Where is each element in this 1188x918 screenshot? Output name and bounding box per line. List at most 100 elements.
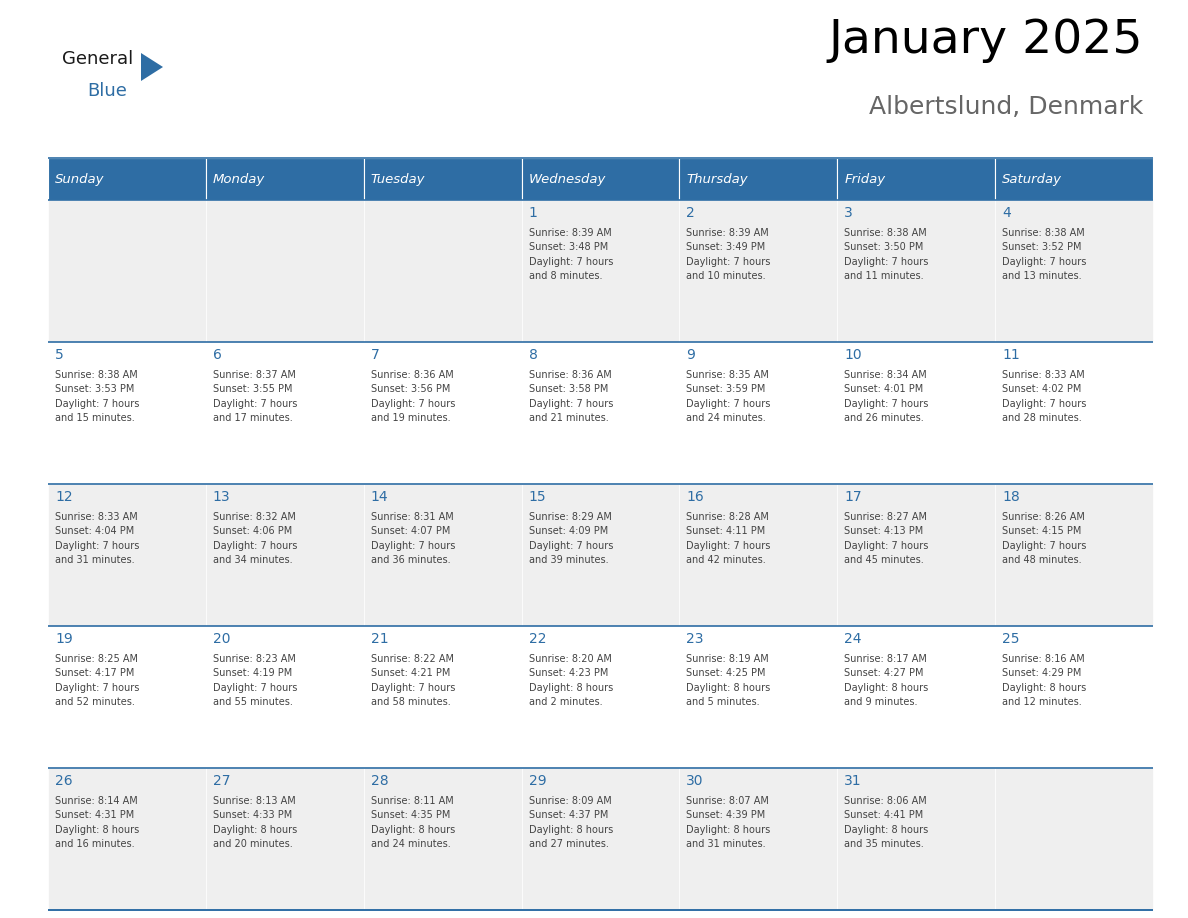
- Text: 9: 9: [687, 348, 695, 362]
- Bar: [680, 200, 838, 342]
- Text: Sunrise: 8:31 AM
Sunset: 4:07 PM
Daylight: 7 hours
and 36 minutes.: Sunrise: 8:31 AM Sunset: 4:07 PM Dayligh…: [371, 512, 455, 565]
- Text: Sunrise: 8:29 AM
Sunset: 4:09 PM
Daylight: 7 hours
and 39 minutes.: Sunrise: 8:29 AM Sunset: 4:09 PM Dayligh…: [529, 512, 613, 565]
- Text: 20: 20: [213, 632, 230, 646]
- Text: Friday: Friday: [845, 173, 885, 185]
- Bar: [364, 768, 522, 910]
- Text: Thursday: Thursday: [687, 173, 748, 185]
- Text: 11: 11: [1003, 348, 1019, 362]
- Bar: [48, 484, 206, 626]
- Text: 26: 26: [55, 774, 72, 788]
- Text: 30: 30: [687, 774, 704, 788]
- Text: 2: 2: [687, 206, 695, 220]
- Bar: [48, 200, 206, 342]
- Bar: [838, 626, 996, 768]
- Text: 27: 27: [213, 774, 230, 788]
- Bar: [364, 200, 522, 342]
- Text: Sunrise: 8:34 AM
Sunset: 4:01 PM
Daylight: 7 hours
and 26 minutes.: Sunrise: 8:34 AM Sunset: 4:01 PM Dayligh…: [845, 370, 929, 423]
- Bar: [364, 626, 522, 768]
- Bar: [206, 768, 364, 910]
- Bar: [680, 484, 838, 626]
- Text: 25: 25: [1003, 632, 1019, 646]
- Bar: [996, 626, 1154, 768]
- Bar: [364, 484, 522, 626]
- Text: Sunrise: 8:36 AM
Sunset: 3:56 PM
Daylight: 7 hours
and 19 minutes.: Sunrise: 8:36 AM Sunset: 3:56 PM Dayligh…: [371, 370, 455, 423]
- Text: 13: 13: [213, 490, 230, 504]
- Bar: [680, 626, 838, 768]
- Text: 14: 14: [371, 490, 388, 504]
- Bar: [522, 484, 680, 626]
- Text: Sunrise: 8:17 AM
Sunset: 4:27 PM
Daylight: 8 hours
and 9 minutes.: Sunrise: 8:17 AM Sunset: 4:27 PM Dayligh…: [845, 654, 929, 707]
- Text: January 2025: January 2025: [828, 18, 1143, 63]
- Text: General: General: [62, 50, 133, 68]
- Bar: [996, 200, 1154, 342]
- Text: Sunrise: 8:36 AM
Sunset: 3:58 PM
Daylight: 7 hours
and 21 minutes.: Sunrise: 8:36 AM Sunset: 3:58 PM Dayligh…: [529, 370, 613, 423]
- Text: Sunrise: 8:33 AM
Sunset: 4:02 PM
Daylight: 7 hours
and 28 minutes.: Sunrise: 8:33 AM Sunset: 4:02 PM Dayligh…: [1003, 370, 1087, 423]
- Text: Blue: Blue: [87, 82, 127, 100]
- Text: 6: 6: [213, 348, 222, 362]
- Text: 12: 12: [55, 490, 72, 504]
- Bar: [838, 342, 996, 484]
- Text: 10: 10: [845, 348, 862, 362]
- Text: 21: 21: [371, 632, 388, 646]
- Text: Sunrise: 8:25 AM
Sunset: 4:17 PM
Daylight: 7 hours
and 52 minutes.: Sunrise: 8:25 AM Sunset: 4:17 PM Dayligh…: [55, 654, 139, 707]
- Text: Sunrise: 8:39 AM
Sunset: 3:49 PM
Daylight: 7 hours
and 10 minutes.: Sunrise: 8:39 AM Sunset: 3:49 PM Dayligh…: [687, 228, 771, 281]
- Bar: [680, 342, 838, 484]
- Polygon shape: [141, 53, 163, 81]
- Text: Sunrise: 8:28 AM
Sunset: 4:11 PM
Daylight: 7 hours
and 42 minutes.: Sunrise: 8:28 AM Sunset: 4:11 PM Dayligh…: [687, 512, 771, 565]
- Bar: [364, 158, 522, 200]
- Bar: [206, 484, 364, 626]
- Text: Sunrise: 8:38 AM
Sunset: 3:53 PM
Daylight: 7 hours
and 15 minutes.: Sunrise: 8:38 AM Sunset: 3:53 PM Dayligh…: [55, 370, 139, 423]
- Bar: [522, 200, 680, 342]
- Text: Sunrise: 8:22 AM
Sunset: 4:21 PM
Daylight: 7 hours
and 58 minutes.: Sunrise: 8:22 AM Sunset: 4:21 PM Dayligh…: [371, 654, 455, 707]
- Text: 28: 28: [371, 774, 388, 788]
- Bar: [996, 484, 1154, 626]
- Bar: [48, 158, 206, 200]
- Bar: [522, 768, 680, 910]
- Text: Sunrise: 8:20 AM
Sunset: 4:23 PM
Daylight: 8 hours
and 2 minutes.: Sunrise: 8:20 AM Sunset: 4:23 PM Dayligh…: [529, 654, 613, 707]
- Text: 17: 17: [845, 490, 862, 504]
- Text: Monday: Monday: [213, 173, 265, 185]
- Bar: [838, 484, 996, 626]
- Text: Sunrise: 8:16 AM
Sunset: 4:29 PM
Daylight: 8 hours
and 12 minutes.: Sunrise: 8:16 AM Sunset: 4:29 PM Dayligh…: [1003, 654, 1086, 707]
- Text: Sunrise: 8:38 AM
Sunset: 3:52 PM
Daylight: 7 hours
and 13 minutes.: Sunrise: 8:38 AM Sunset: 3:52 PM Dayligh…: [1003, 228, 1087, 281]
- Bar: [522, 158, 680, 200]
- Text: Sunrise: 8:38 AM
Sunset: 3:50 PM
Daylight: 7 hours
and 11 minutes.: Sunrise: 8:38 AM Sunset: 3:50 PM Dayligh…: [845, 228, 929, 281]
- Text: Sunrise: 8:07 AM
Sunset: 4:39 PM
Daylight: 8 hours
and 31 minutes.: Sunrise: 8:07 AM Sunset: 4:39 PM Dayligh…: [687, 796, 771, 849]
- Text: Sunrise: 8:37 AM
Sunset: 3:55 PM
Daylight: 7 hours
and 17 minutes.: Sunrise: 8:37 AM Sunset: 3:55 PM Dayligh…: [213, 370, 297, 423]
- Text: 23: 23: [687, 632, 704, 646]
- Text: 16: 16: [687, 490, 704, 504]
- Text: 8: 8: [529, 348, 537, 362]
- Bar: [838, 200, 996, 342]
- Text: 31: 31: [845, 774, 862, 788]
- Text: 18: 18: [1003, 490, 1019, 504]
- Bar: [206, 626, 364, 768]
- Bar: [522, 342, 680, 484]
- Text: 24: 24: [845, 632, 861, 646]
- Text: Sunrise: 8:32 AM
Sunset: 4:06 PM
Daylight: 7 hours
and 34 minutes.: Sunrise: 8:32 AM Sunset: 4:06 PM Dayligh…: [213, 512, 297, 565]
- Text: Sunrise: 8:35 AM
Sunset: 3:59 PM
Daylight: 7 hours
and 24 minutes.: Sunrise: 8:35 AM Sunset: 3:59 PM Dayligh…: [687, 370, 771, 423]
- Text: Sunday: Sunday: [55, 173, 105, 185]
- Text: Sunrise: 8:26 AM
Sunset: 4:15 PM
Daylight: 7 hours
and 48 minutes.: Sunrise: 8:26 AM Sunset: 4:15 PM Dayligh…: [1003, 512, 1087, 565]
- Text: 1: 1: [529, 206, 537, 220]
- Bar: [364, 342, 522, 484]
- Text: 5: 5: [55, 348, 64, 362]
- Bar: [206, 158, 364, 200]
- Text: Sunrise: 8:13 AM
Sunset: 4:33 PM
Daylight: 8 hours
and 20 minutes.: Sunrise: 8:13 AM Sunset: 4:33 PM Dayligh…: [213, 796, 297, 849]
- Bar: [48, 768, 206, 910]
- Text: Sunrise: 8:27 AM
Sunset: 4:13 PM
Daylight: 7 hours
and 45 minutes.: Sunrise: 8:27 AM Sunset: 4:13 PM Dayligh…: [845, 512, 929, 565]
- Bar: [206, 200, 364, 342]
- Text: Wednesday: Wednesday: [529, 173, 606, 185]
- Text: 15: 15: [529, 490, 546, 504]
- Text: Sunrise: 8:11 AM
Sunset: 4:35 PM
Daylight: 8 hours
and 24 minutes.: Sunrise: 8:11 AM Sunset: 4:35 PM Dayligh…: [371, 796, 455, 849]
- Bar: [680, 158, 838, 200]
- Text: 7: 7: [371, 348, 379, 362]
- Bar: [996, 342, 1154, 484]
- Bar: [996, 768, 1154, 910]
- Bar: [48, 626, 206, 768]
- Text: 4: 4: [1003, 206, 1011, 220]
- Text: Sunrise: 8:39 AM
Sunset: 3:48 PM
Daylight: 7 hours
and 8 minutes.: Sunrise: 8:39 AM Sunset: 3:48 PM Dayligh…: [529, 228, 613, 281]
- Bar: [838, 158, 996, 200]
- Bar: [680, 768, 838, 910]
- Text: Sunrise: 8:14 AM
Sunset: 4:31 PM
Daylight: 8 hours
and 16 minutes.: Sunrise: 8:14 AM Sunset: 4:31 PM Dayligh…: [55, 796, 139, 849]
- Bar: [996, 158, 1154, 200]
